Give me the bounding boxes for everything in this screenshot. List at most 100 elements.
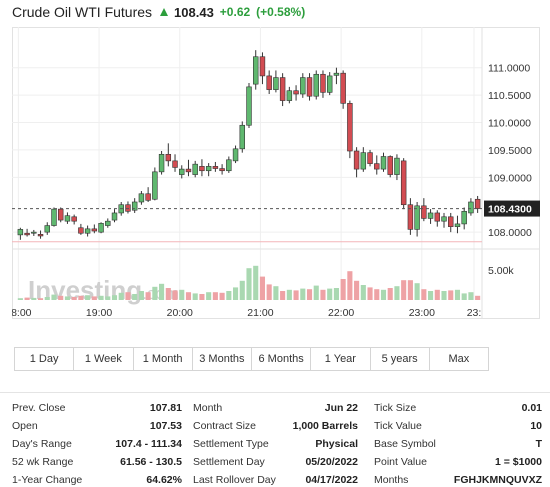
candle-body (360, 152, 367, 170)
volume-bar (98, 295, 104, 300)
y-tick-label: 109.0000 (488, 172, 532, 184)
candle-body (400, 160, 407, 206)
volume-bar (199, 294, 205, 300)
volume-bar (85, 295, 91, 300)
candle-body (414, 205, 420, 230)
y-tick-label: 111.0000 (488, 63, 530, 75)
stat-value: 107.53 (149, 420, 182, 432)
volume-bar (138, 291, 144, 300)
stat-value: 1,000 Barrels (292, 420, 358, 432)
x-tick-label: 19:00 (86, 307, 112, 319)
volume-bar (232, 287, 239, 300)
volume-bar (58, 295, 64, 300)
stat-label: Contract Size (193, 420, 257, 432)
volume-bar (333, 288, 339, 300)
volume-bar (280, 291, 286, 300)
volume-bar (461, 293, 467, 300)
stats-row: Day's Range 107.4 - 111.34 Settlement Ty… (12, 438, 542, 456)
stat-label: Base Symbol (374, 438, 436, 450)
quote-header: Crude Oil WTI Futures 108.43 +0.62 (+0.5… (12, 3, 305, 21)
candle-body (105, 220, 111, 226)
candle-body (111, 212, 118, 221)
chart-canvas[interactable]: Investing.com 108.4300 111.0000110.50001… (5, 27, 540, 319)
candle-body (367, 152, 373, 164)
candle-body (448, 216, 454, 227)
stat-value: 04/17/2022 (305, 474, 358, 486)
volume-bar (387, 288, 393, 300)
range-max-button[interactable]: Max (429, 348, 488, 370)
candle-body (232, 148, 239, 162)
candle-body (300, 77, 306, 95)
stat-label: Settlement Type (193, 438, 269, 450)
volume-bar (91, 296, 97, 300)
volume-bar (219, 292, 225, 300)
stat-value: Physical (315, 438, 358, 450)
volume-bar (313, 285, 319, 300)
candle-body (212, 166, 219, 169)
candle-body (347, 103, 353, 152)
volume-bar (320, 289, 326, 300)
volume-bar (37, 298, 44, 300)
stat-value: 0.01 (521, 402, 542, 414)
range-1-year-button[interactable]: 1 Year (311, 348, 371, 370)
up-arrow-icon (160, 8, 169, 16)
volume-bar (401, 280, 407, 300)
candle-body (286, 90, 293, 101)
volume-bar (78, 295, 84, 300)
candle-body (64, 215, 71, 222)
volume-bar (212, 292, 218, 300)
volume-bar (360, 285, 366, 300)
volume-bar (246, 268, 252, 300)
candle-body (219, 168, 225, 172)
candle-body (131, 201, 138, 211)
candle-body (253, 56, 259, 85)
volume-bar (414, 283, 420, 300)
y-tick-label: 110.5000 (488, 90, 531, 102)
candle-body (259, 56, 266, 77)
candle-body (326, 75, 333, 93)
price-change-percent: (+0.58%) (256, 5, 306, 19)
candle-body (205, 166, 212, 172)
stat-label: Prev. Close (12, 402, 66, 414)
stats-row: 52 wk Range 61.56 - 130.5 Settlement Day… (12, 456, 542, 474)
stat-label: Day's Range (12, 438, 72, 450)
stat-value: FGHJKMNQUVXZ (453, 474, 542, 486)
stat-label: Tick Value (374, 420, 422, 432)
price-chart[interactable]: Investing.com 108.4300 111.0000110.50001… (5, 27, 540, 319)
volume-bar (71, 297, 77, 300)
x-tick-label: 18:00 (12, 307, 32, 319)
candle-body (158, 153, 165, 173)
time-range-selector: 1 Day 1 Week 1 Month 3 Months 6 Months 1… (14, 347, 489, 371)
stat-value: T (535, 438, 542, 450)
candle-body (306, 77, 313, 97)
volume-bar (367, 287, 373, 300)
candle-body (91, 228, 98, 232)
range-1-week-button[interactable]: 1 Week (74, 348, 134, 370)
volume-bar (192, 293, 198, 300)
candle-body (387, 156, 393, 175)
volume-bar (475, 295, 481, 300)
volume-bar (64, 296, 70, 300)
candle-body (380, 156, 387, 170)
candle-body (266, 75, 272, 90)
candle-body (353, 150, 360, 170)
volume-bar (259, 276, 266, 300)
range-6-months-button[interactable]: 6 Months (252, 348, 312, 370)
range-5-years-button[interactable]: 5 years (370, 348, 430, 370)
volume-tick-label: 5.00k (488, 265, 514, 277)
volume-bar (306, 289, 313, 300)
range-1-month-button[interactable]: 1 Month (133, 348, 193, 370)
candle-body (313, 73, 319, 97)
candle-body (24, 232, 30, 236)
stat-label: Tick Size (374, 402, 417, 414)
candle-body (37, 234, 44, 237)
candle-body (78, 227, 84, 234)
stat-label: Open (12, 420, 38, 432)
candle-body (394, 157, 400, 175)
range-1-day-button[interactable]: 1 Day (15, 348, 75, 370)
candle-body (226, 159, 232, 172)
volume-bar (441, 291, 447, 300)
volume-bar (468, 292, 474, 300)
range-3-months-button[interactable]: 3 Months (192, 348, 252, 370)
volume-bar (132, 294, 138, 300)
